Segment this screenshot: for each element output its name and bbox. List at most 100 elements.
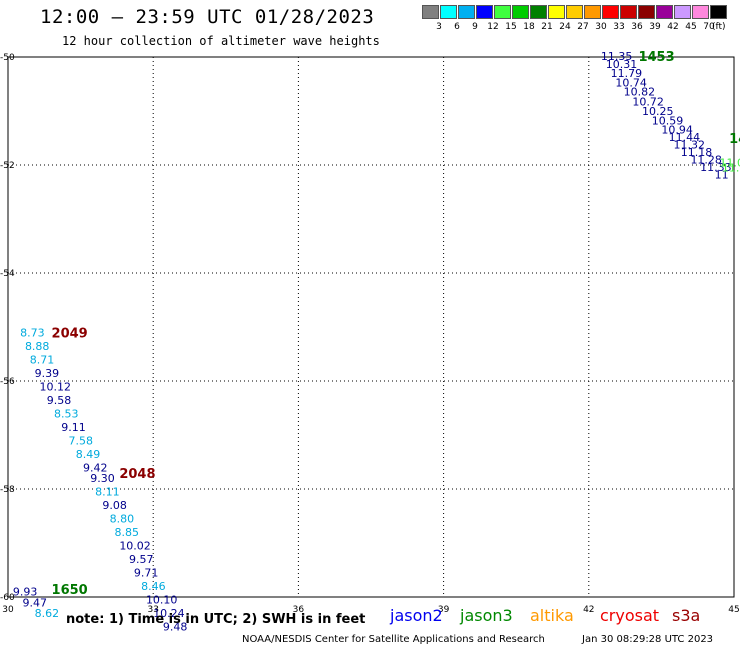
color-swatch [584,5,601,19]
y-tick-label: -54 [0,269,15,279]
wave-height-label: 11.31 [722,162,740,175]
x-tick-label: 33 [147,605,158,615]
wave-height-label: 8.46 [141,580,166,593]
wave-height-label: 9.42 [83,461,108,474]
wave-height-label: 8.11 [95,486,120,499]
wave-height-label: 10.10 [146,594,178,607]
color-swatch [530,5,547,19]
wave-height-label: 10.02 [119,540,151,553]
wave-height-label: 8.88 [25,340,50,353]
satellite-label-cryosat: cryosat [600,606,660,625]
x-tick-label: 39 [438,605,450,615]
satellite-label-jason2: jason2 [390,606,443,625]
wave-height-label: 10.12 [39,380,71,393]
color-legend-tick: 24 [559,22,571,32]
x-tick-label: 42 [583,605,594,615]
color-legend-tick: 9 [472,22,478,32]
color-swatch [692,5,709,19]
wave-height-label: 10.74 [615,76,647,89]
wave-height-label: 11.18 [681,146,713,159]
color-swatch [710,5,727,19]
credit-text: NOAA/NESDIS Center for Satellite Applica… [242,634,545,645]
satellite-label-s3a: s3a [672,606,701,625]
wave-height-label: 10.82 [624,86,656,99]
color-legend-tick: 27 [577,22,589,32]
color-legend-tick: 30 [595,22,607,32]
color-swatch [638,5,655,19]
wave-height-label: 10.59 [652,115,684,128]
color-legend-tick: 36 [631,22,643,32]
wave-height-label: 8.53 [54,407,78,420]
color-legend-labels: (ft) 3 6 9 12 15 18 21 24 27 30 33 36 39 42 45 70 [422,19,728,33]
wave-height-label: 7.58 [69,434,94,447]
wave-height-label: 9.11 [61,421,86,434]
satellite-label-altika: altika [530,606,574,625]
color-legend-tick: 15 [505,22,517,32]
wave-height-label: 11.28 [690,154,722,167]
y-tick-label: -58 [0,485,15,495]
wave-height-label: 8.85 [114,526,139,539]
wave-height-label: 9.47 [23,596,48,609]
wave-height-label: 10.24 [153,607,185,620]
color-legend-swatches [422,5,728,19]
color-swatch [422,5,439,19]
chart-title: 12:00 — 23:59 UTC 01/28/2023 [40,6,375,28]
plot-frame [7,56,735,598]
wave-height-label: 9.93 [13,586,38,599]
color-legend-tick: 42 [667,22,679,32]
wave-height-label: 11.33 [700,161,732,174]
color-swatch [512,5,529,19]
wave-height-label: 11 [715,169,729,182]
wave-height-label: 11.79 [611,67,643,80]
footer-note: note: 1) Time is in UTC; 2) SWH is in fe… [66,612,366,627]
color-swatch [548,5,565,19]
wave-height-label: 9.71 [134,567,159,580]
color-swatch [476,5,493,19]
satellite-label-jason3: jason3 [460,606,513,625]
color-legend-tick: 70 [703,22,715,32]
y-tick-label: -50 [0,53,15,63]
wave-height-label: 8.73 [20,326,44,339]
color-legend-tick: 21 [541,22,553,32]
wave-height-label: 10.94 [661,123,693,136]
wave-height-label: 8.71 [30,353,54,366]
wave-height-label: 9.48 [163,621,188,634]
wave-height-label: 9.39 [35,367,60,380]
wave-height-label: 10.31 [606,58,638,71]
y-tick-label: -60 [0,593,15,603]
color-legend-unit: (ft) [712,22,726,32]
x-tick-label: 36 [293,605,305,615]
wave-height-label: 9.08 [102,499,127,512]
wave-height-label: 8.80 [110,513,135,526]
pass-time-label: 14 [729,132,740,147]
pass-time-label: 1453 [638,50,674,65]
color-swatch [620,5,637,19]
wave-height-label: 9.57 [129,553,154,566]
color-swatch [458,5,475,19]
color-swatch [494,5,511,19]
color-swatch [656,5,673,19]
wave-height-label: 11.35 [601,50,633,63]
x-tick-label: 30 [2,605,14,615]
color-legend: (ft) 3 6 9 12 15 18 21 24 27 30 33 36 39 42 45 70 [422,5,728,33]
color-legend-tick: 45 [685,22,697,32]
wave-height-label: 9.58 [47,394,72,407]
color-legend-tick: 3 [436,22,442,32]
color-legend-tick: 33 [613,22,625,32]
x-tick-label: 45 [728,605,739,615]
generated-timestamp: Jan 30 08:29:28 UTC 2023 [582,634,714,645]
wave-height-label: 10.72 [632,95,664,108]
y-tick-label: -56 [0,377,15,387]
color-legend-tick: 18 [523,22,535,32]
color-legend-tick: 12 [487,22,499,32]
wave-height-label: 9.30 [90,472,115,485]
wave-height-label: 11.07 [719,156,740,169]
y-tick-label: -52 [0,161,15,171]
color-swatch [674,5,691,19]
color-legend-tick: 6 [454,22,460,32]
wave-height-label: 11.32 [674,138,706,151]
pass-time-label: 1650 [52,583,88,598]
wave-height-label: 8.49 [76,448,101,461]
wave-height-label: 8.62 [35,607,60,620]
